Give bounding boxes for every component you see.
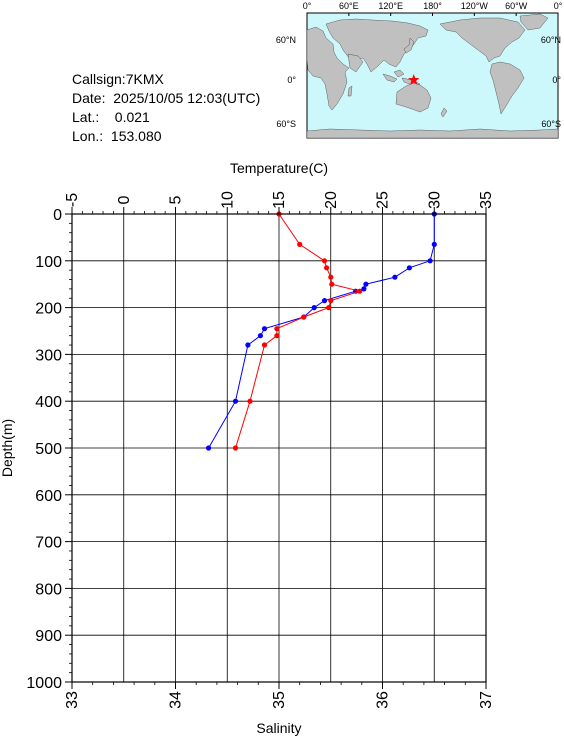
depth-tick-label: 600 [35,488,62,505]
salinity-point [321,258,328,264]
map-top-tick-label: 0° [554,1,563,11]
land-north-america [439,17,526,63]
map-lat-tick-label-left: 60°N [276,35,296,45]
map-lat-tick-label-right: 60°N [541,35,561,45]
salinity-point [329,281,335,287]
temperature-tick-label: 20 [323,191,340,209]
land-africa-europe [306,26,350,111]
map-marker-star [408,74,420,85]
salinity-point [274,326,280,332]
temperature-tick-label: 15 [271,191,288,209]
map-top-tick-label: 120°E [378,1,403,11]
salinity-point [232,445,239,451]
depth-tick-label: 400 [35,394,62,411]
world-map: 0° 60°E 120°E 180° 120°W 60°W 0° 60°N 60°N 0° 0° 60… [276,1,563,139]
temperature-point [353,288,359,294]
info-block: Callsign:7KMX Date: 2025/10/05 12:03(UTC… [72,70,260,146]
temperature-point [311,305,317,311]
temperature-tick-label: -5 [64,193,81,207]
salinity-axis-label: Salinity [256,720,301,736]
land-south-america [489,61,525,115]
land-new-zealand [440,107,448,118]
salinity-point [247,398,253,404]
salinity-point [276,211,282,217]
salinity-point [328,274,334,280]
depth-tick-label: 800 [35,581,62,598]
temperature-point [361,286,367,292]
date-text: Date: 2025/10/05 12:03(UTC) [72,90,261,106]
temperature-point [406,265,412,271]
land-asia [325,18,429,73]
map-top-tick-label: 60°E [339,1,359,11]
temperature-point [431,211,437,217]
lon-text: Lon.: 153.080 [72,128,162,144]
temperature-point [257,333,263,339]
land-greenland [519,13,549,31]
map-top-tick-label: 0° [303,1,312,11]
temperature-point [321,298,328,304]
temperature-tick-label: 5 [168,195,185,204]
temperature-point [206,445,212,451]
salinity-point [357,288,363,294]
depth-axis-label: Depth(m) [0,419,15,477]
salinity-tick-label: 37 [478,691,495,709]
temperature-tick-label: 25 [375,191,392,209]
salinity-point [328,298,334,304]
lat-text: Lat.: 0.021 [72,109,150,125]
temperature-tick-label: 10 [219,191,236,209]
map-top-tick-label: 60°W [505,1,528,11]
callsign-text: Callsign:7KMX [72,71,164,87]
temperature-point [431,241,437,247]
depth-tick-label: 200 [35,301,62,318]
salinity-tick-label: 35 [271,691,288,709]
land-antarctica [306,128,559,139]
salinity-series-line [235,213,362,449]
depth-tick-label: 700 [35,535,62,552]
salinity-tick-label: 36 [375,691,392,709]
map-top-tick-label: 180° [423,1,442,11]
temperature-point [232,398,239,404]
temperature-series-line [208,214,435,449]
salinity-point [301,314,307,320]
map-land [306,13,559,139]
salinity-tick-label: 34 [168,691,185,709]
temperature-point [245,342,251,348]
depth-tick-label: 900 [35,628,62,645]
land-arabia [347,53,364,73]
depth-tick-label: 100 [35,254,62,271]
depth-tick-label: 500 [35,441,62,458]
land-australia [395,82,432,113]
salinity-point [274,333,280,339]
temperature-tick-label: 0 [116,195,133,204]
temperature-point [301,314,307,320]
temperature-point [427,258,433,264]
salinity-point [326,305,332,311]
temperature-tick-label: 35 [478,191,495,209]
map-ticks: 0° 60°E 120°E 180° 120°W 60°W 0° 60°N 60°N 0° 0° 60… [276,1,563,129]
map-lat-tick-label-right: 60°S [541,119,561,129]
salinity-point [261,342,268,348]
chart-grid [71,213,487,683]
depth-tick-label: 1000 [26,675,62,692]
salinity-point [297,241,303,247]
depth-tick-label: 0 [53,207,62,224]
temperature-point [363,281,369,287]
plot-frame [71,213,487,683]
map-lat-tick-label-left: 60°S [276,119,296,129]
land-japan [403,37,415,54]
chart-series [206,211,437,451]
temperature-point [261,326,268,332]
temperature-axis-label: Temperature(C) [230,160,328,176]
map-lat-tick-label-right: 0° [552,75,561,85]
map-lat-tick-label-left: 0° [287,75,296,85]
temperature-point [392,274,398,280]
map-top-tick-label: 120°W [461,1,489,11]
land-madagascar [347,85,353,97]
temperature-tick-label: 30 [426,191,443,209]
salinity-tick-label: 33 [64,691,81,709]
depth-tick-label: 300 [35,347,62,364]
salinity-point [324,265,330,271]
